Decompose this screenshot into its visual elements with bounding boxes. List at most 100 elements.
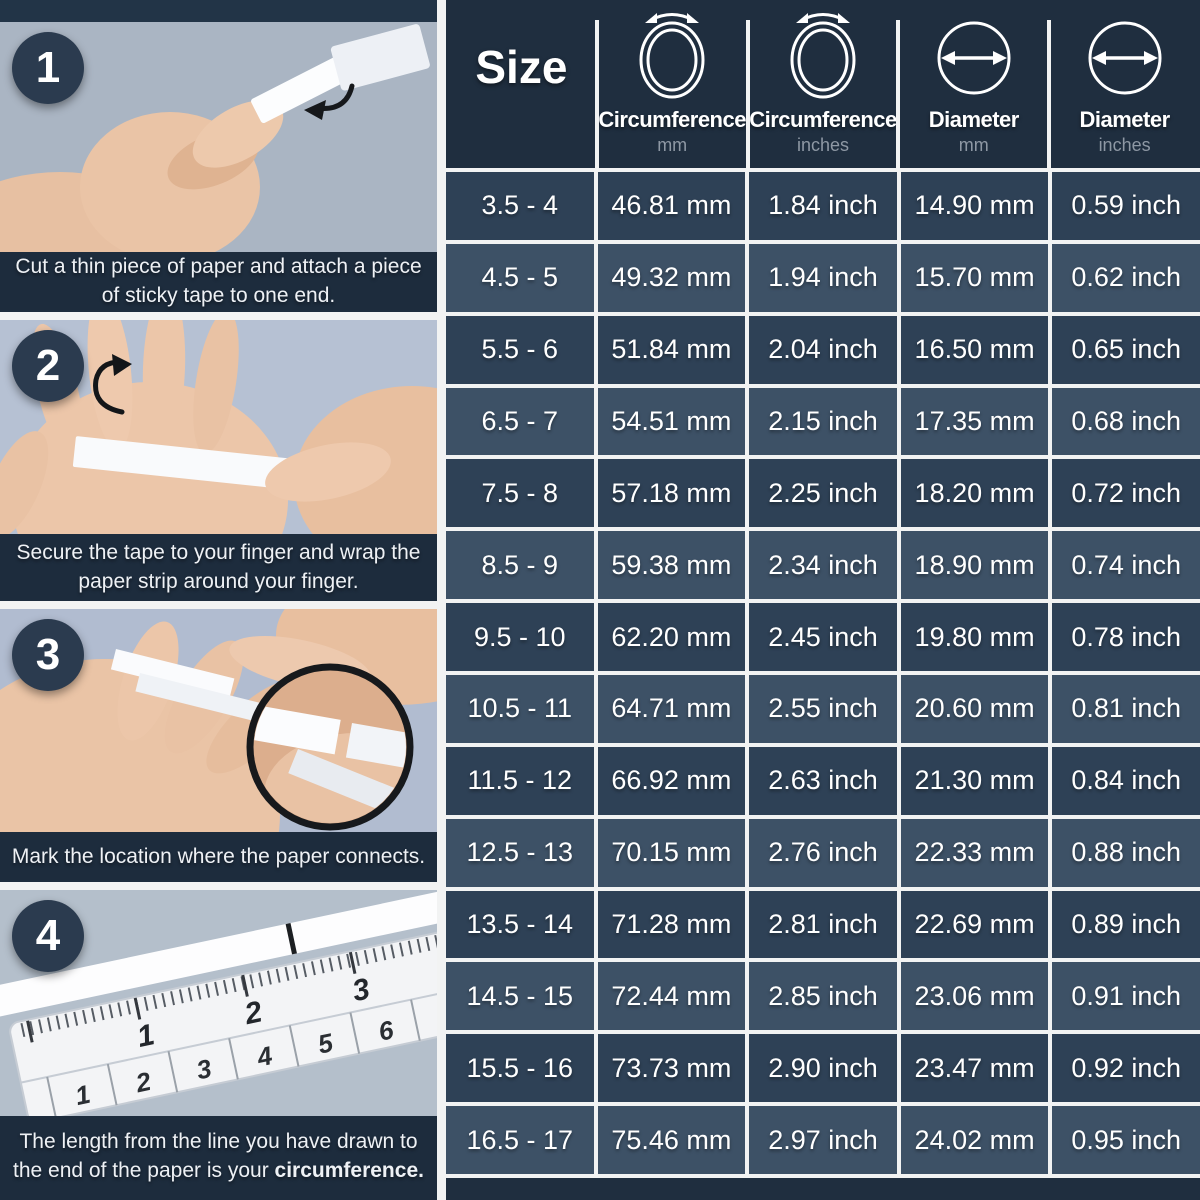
ring-diameter-icon [1084, 5, 1166, 101]
circumference-inches-cell: 1.84 inch [745, 172, 897, 240]
diameter-mm-cell: 23.06 mm [896, 962, 1049, 1031]
circumference-mm-cell: 59.38 mm [593, 531, 746, 600]
diameter-inches-column-header: Diameter inches [1047, 0, 1200, 168]
diameter-mm-cell: 24.02 mm [896, 1106, 1049, 1175]
step-3-caption: Mark the location where the paper connec… [0, 832, 437, 882]
ring-size-table: Size Circumference mm [446, 0, 1200, 1200]
circumference-mm-cell: 62.20 mm [593, 603, 746, 672]
column-unit: inches [1098, 135, 1151, 155]
pen-mark [285, 923, 297, 955]
column-unit: inches [796, 135, 849, 155]
circumference-inches-cell: 2.45 inch [745, 603, 897, 672]
step-3-photo: 3 [0, 609, 437, 832]
column-label: Diameter [928, 107, 1020, 132]
svg-text:6: 6 [376, 1014, 397, 1046]
circumference-mm-cell: 57.18 mm [593, 459, 746, 528]
size-cell: 13.5 - 14 [466, 909, 574, 940]
size-column-header: Size [446, 0, 597, 168]
diameter-mm-cell: 22.69 mm [896, 890, 1049, 959]
diameter-inches-cell: 0.62 inch [1048, 243, 1200, 312]
diameter-inches-cell: 0.84 inch [1048, 746, 1200, 815]
ring-diameter-icon [933, 5, 1015, 101]
size-cell: 6.5 - 7 [481, 406, 559, 436]
table-row: 9.5 - 10 62.20 mm 2.45 inch 19.80 mm 0.78 in… [446, 599, 1200, 672]
diameter-inches-cell: 0.92 inch [1048, 1034, 1200, 1103]
circumference-inches-column-header: Circumference inches [745, 0, 899, 168]
circumference-inches-cell: 2.34 inch [745, 531, 897, 600]
column-label: Diameter [1079, 107, 1171, 132]
size-header-label: Size [475, 41, 568, 93]
table-row: 6.5 - 7 54.51 mm 2.15 inch 17.35 mm 0.68 inc… [446, 383, 1200, 456]
size-cell: 9.5 - 10 [474, 621, 566, 652]
section-divider [0, 882, 437, 890]
section-divider [0, 601, 437, 609]
diameter-inches-cell: 0.59 inch [1048, 172, 1200, 240]
diameter-inches-cell: 0.72 inch [1048, 459, 1200, 528]
diameter-mm-cell: 21.30 mm [896, 746, 1049, 815]
diameter-inches-cell: 0.89 inch [1048, 890, 1200, 959]
step-3-illustration [0, 609, 437, 832]
circumference-mm-cell: 54.51 mm [593, 387, 746, 456]
svg-text:4: 4 [253, 1040, 275, 1073]
circumference-inches-cell: 2.76 inch [745, 818, 897, 887]
size-cell: 10.5 - 11 [467, 693, 573, 724]
size-cell: 14.5 - 15 [466, 980, 574, 1011]
table-row: 13.5 - 14 71.28 mm 2.81 inch 22.69 mm 0.89 i… [446, 886, 1200, 959]
instructions-panel: 1 Cut a thin piece of paper and attach a… [0, 0, 446, 1200]
diameter-mm-column-header: Diameter mm [896, 0, 1049, 168]
circumference-mm-cell: 51.84 mm [593, 315, 746, 384]
table-body: 3.5 - 4 46.81 mm 1.84 inch 14.90 mm 0.59 inc… [446, 168, 1200, 1175]
table-bottom-strip [446, 1174, 1200, 1200]
diameter-inches-cell: 0.78 inch [1048, 603, 1200, 672]
table-row: 7.5 - 8 57.18 mm 2.25 inch 18.20 mm 0.72 inc… [446, 455, 1200, 528]
step-1-illustration [0, 22, 437, 252]
size-cell: 3.5 - 4 [481, 190, 559, 221]
circumference-inches-cell: 2.90 inch [745, 1034, 897, 1103]
size-cell: 8.5 - 9 [481, 549, 559, 580]
size-cell: 15.5 - 16 [466, 1052, 574, 1083]
circumference-inches-cell: 2.25 inch [745, 459, 897, 528]
table-row: 14.5 - 15 72.44 mm 2.85 inch 23.06 mm 0.91 i… [446, 958, 1200, 1031]
circumference-inches-cell: 2.81 inch [745, 890, 897, 959]
table-row: 15.5 - 16 73.73 mm 2.90 inch 23.47 mm 0.92 i… [446, 1030, 1200, 1103]
ruler-group: 1 2 3 1 2 3 4 5 6 7 [0, 891, 437, 1116]
circumference-mm-cell: 66.92 mm [593, 746, 746, 815]
ring-circumference-icon [780, 5, 866, 101]
size-cell: 5.5 - 6 [481, 334, 559, 365]
diameter-mm-cell: 22.33 mm [896, 818, 1049, 887]
circumference-inches-cell: 2.97 inch [745, 1106, 897, 1175]
diameter-mm-cell: 19.80 mm [896, 603, 1049, 672]
svg-text:2: 2 [132, 1066, 154, 1099]
wrap-arrow-icon [93, 359, 125, 415]
diameter-mm-cell: 14.90 mm [896, 172, 1049, 240]
circumference-inches-cell: 2.04 inch [745, 315, 897, 384]
step-4-badge: 4 [12, 900, 84, 972]
column-unit: mm [657, 135, 688, 155]
diameter-inches-cell: 0.81 inch [1048, 675, 1200, 743]
circumference-mm-cell: 46.81 mm [593, 172, 746, 240]
diameter-inches-cell: 0.65 inch [1048, 315, 1200, 384]
table-row: 8.5 - 9 59.38 mm 2.34 inch 18.90 mm 0.74 inc… [446, 527, 1200, 600]
svg-text:3: 3 [349, 972, 372, 1008]
svg-text:1: 1 [73, 1079, 93, 1111]
paper-strip [72, 436, 327, 493]
circumference-mm-cell: 71.28 mm [593, 890, 746, 959]
ring-circumference-icon [629, 5, 715, 101]
table-row: 5.5 - 6 51.84 mm 2.04 inch 16.50 mm 0.65 inc… [446, 311, 1200, 384]
step-2-badge: 2 [12, 330, 84, 402]
diameter-mm-cell: 23.47 mm [896, 1034, 1049, 1103]
circumference-mm-cell: 49.32 mm [593, 243, 746, 312]
step-2-photo: 2 [0, 320, 437, 534]
table-row: 16.5 - 17 75.46 mm 2.97 inch 24.02 mm 0.95 i… [446, 1102, 1200, 1175]
paper-strip [251, 57, 347, 124]
diameter-inches-cell: 0.68 inch [1048, 387, 1200, 456]
table-row: 10.5 - 11 64.71 mm 2.55 inch 20.60 mm 0.81 i… [446, 671, 1200, 743]
column-label: Circumference [598, 107, 746, 132]
paper-strip [110, 649, 235, 699]
size-cell: 4.5 - 5 [481, 262, 559, 293]
circumference-mm-cell: 73.73 mm [593, 1034, 746, 1103]
diameter-inches-cell: 0.88 inch [1048, 818, 1200, 887]
circumference-mm-cell: 70.15 mm [593, 818, 746, 887]
size-cell: 7.5 - 8 [481, 477, 559, 508]
step-4-caption: The length from the line you have drawn … [0, 1116, 437, 1200]
